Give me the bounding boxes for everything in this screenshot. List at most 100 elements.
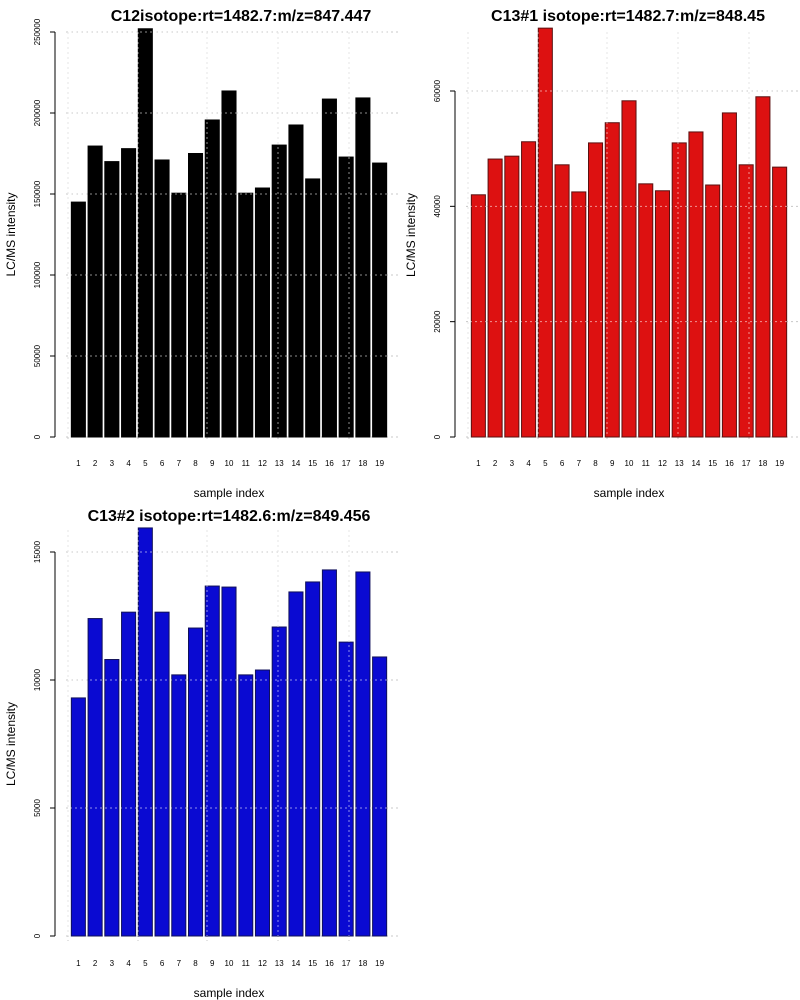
x-tick-label: 10 — [625, 459, 634, 468]
bar-sample-17 — [338, 641, 354, 937]
x-tick-label: 5 — [543, 459, 548, 468]
x-axis-label: sample index — [194, 986, 265, 1000]
bar-sample-16 — [721, 112, 737, 438]
x-tick-label: 18 — [358, 459, 367, 468]
y-tick-label: 0 — [33, 933, 42, 938]
y-axis-label: LC/MS intensity — [404, 193, 418, 277]
bar-sample-5 — [537, 27, 553, 438]
bar-sample-3 — [104, 659, 120, 937]
x-tick-label: 14 — [291, 459, 300, 468]
bar-sample-7 — [171, 192, 187, 438]
x-tick-label: 4 — [126, 959, 131, 968]
x-tick-label: 8 — [593, 459, 598, 468]
x-tick-label: 9 — [210, 459, 215, 468]
x-tick-label: 12 — [258, 959, 267, 968]
bar-sample-18 — [355, 97, 371, 438]
y-tick-label: 5000 — [33, 799, 42, 817]
x-tick-label: 12 — [258, 459, 267, 468]
x-tick-label: 11 — [242, 959, 251, 968]
x-tick-label: 5 — [143, 459, 148, 468]
x-tick-label: 3 — [110, 459, 115, 468]
bar-sample-3 — [104, 161, 120, 438]
x-tick-label: 17 — [342, 459, 351, 468]
bar-sample-16 — [321, 98, 337, 438]
bar-sample-19 — [372, 162, 388, 438]
bar-sample-13 — [271, 144, 287, 438]
x-tick-label: 15 — [308, 959, 317, 968]
bar-sample-11 — [638, 183, 654, 438]
bar-sample-8 — [188, 153, 204, 438]
bar-sample-7 — [571, 191, 587, 438]
x-tick-label: 8 — [193, 459, 198, 468]
bar-sample-10 — [621, 100, 637, 438]
bar-sample-6 — [154, 159, 170, 438]
y-tick-label: 20000 — [433, 310, 442, 333]
bar-sample-19 — [772, 166, 788, 438]
x-tick-label: 15 — [708, 459, 717, 468]
bar-sample-11 — [238, 674, 254, 937]
x-tick-label: 15 — [308, 459, 317, 468]
bar-sample-8 — [588, 142, 604, 438]
x-tick-label: 7 — [177, 459, 182, 468]
x-tick-label: 14 — [691, 459, 700, 468]
x-tick-label: 1 — [476, 459, 481, 468]
x-tick-label: 17 — [742, 459, 751, 468]
bar-sample-17 — [738, 164, 754, 438]
y-tick-label: 100000 — [33, 261, 42, 288]
x-tick-label: 4 — [126, 459, 131, 468]
y-tick-label: 150000 — [33, 180, 42, 207]
bar-sample-4 — [521, 141, 537, 438]
bar-sample-8 — [188, 627, 204, 937]
bar-sample-9 — [204, 119, 220, 438]
y-axis-label: LC/MS intensity — [4, 192, 18, 276]
y-tick-label: 200000 — [33, 99, 42, 126]
x-tick-label: 7 — [177, 959, 182, 968]
x-tick-label: 19 — [775, 459, 784, 468]
x-tick-label: 17 — [342, 959, 351, 968]
bar-sample-7 — [171, 674, 187, 937]
chart-title: C12isotope:rt=1482.7:m/z=847.447 — [111, 8, 372, 25]
bar-sample-14 — [288, 124, 304, 438]
bar-sample-2 — [87, 145, 103, 438]
x-tick-label: 11 — [642, 459, 651, 468]
bar-sample-13 — [671, 142, 687, 438]
x-tick-label: 2 — [93, 959, 98, 968]
bar-sample-15 — [305, 178, 321, 438]
x-tick-label: 14 — [291, 959, 300, 968]
x-axis-label: sample index — [194, 486, 265, 500]
bar-sample-10 — [221, 586, 237, 937]
y-tick-label: 50000 — [33, 344, 42, 367]
bar-sample-6 — [154, 611, 170, 937]
x-tick-label: 3 — [510, 459, 515, 468]
bar-sample-14 — [688, 131, 704, 438]
bar-sample-18 — [755, 96, 771, 438]
y-tick-label: 60000 — [433, 79, 442, 102]
x-tick-label: 19 — [375, 959, 384, 968]
x-tick-label: 18 — [758, 459, 767, 468]
x-tick-label: 2 — [93, 459, 98, 468]
x-axis-label: sample index — [594, 486, 665, 500]
bar-sample-4 — [121, 611, 137, 937]
bar-sample-5 — [137, 527, 153, 937]
bar-sample-11 — [238, 192, 254, 438]
bar-sample-18 — [355, 571, 371, 937]
x-tick-label: 12 — [658, 459, 667, 468]
x-tick-label: 10 — [225, 959, 234, 968]
chart-title: C13#1 isotope:rt=1482.7:m/z=848.45 — [491, 8, 765, 25]
x-tick-label: 8 — [193, 959, 198, 968]
chart-panel-3: 1 2 3 4 5 6 7 8 9 10 11 12 13 14 15 16 17 18 1905000100001… — [4, 508, 400, 1000]
x-tick-label: 3 — [110, 959, 115, 968]
bar-sample-15 — [305, 581, 321, 937]
bar-sample-13 — [271, 626, 287, 937]
bar-sample-16 — [321, 569, 337, 937]
x-tick-label: 6 — [160, 459, 165, 468]
x-tick-label: 10 — [225, 459, 234, 468]
x-tick-label: 13 — [675, 459, 684, 468]
x-tick-label: 5 — [143, 959, 148, 968]
x-tick-label: 2 — [493, 459, 498, 468]
x-tick-label: 16 — [325, 459, 334, 468]
bar-sample-5 — [137, 28, 153, 438]
x-tick-label: 1 — [76, 959, 81, 968]
x-tick-label: 4 — [526, 459, 531, 468]
chart-title: C13#2 isotope:rt=1482.6:m/z=849.456 — [88, 508, 371, 525]
